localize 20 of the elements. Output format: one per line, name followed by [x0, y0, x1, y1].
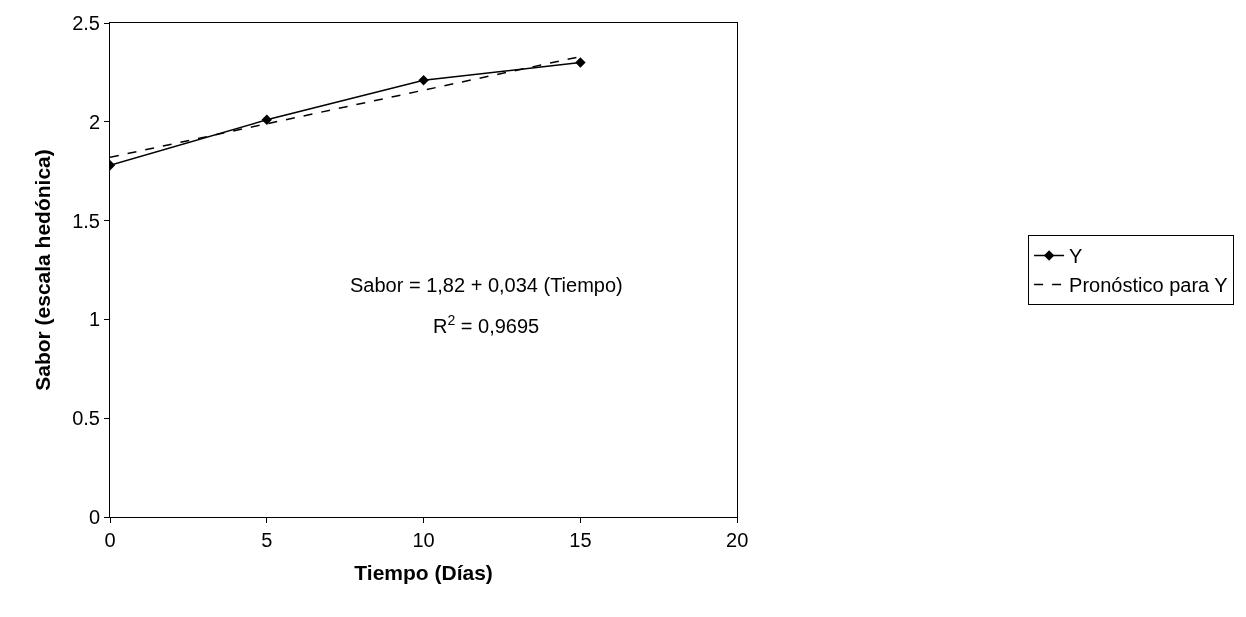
x-tick-label: 20 — [726, 529, 749, 551]
annotation: Sabor = 1,82 + 0,034 (Tiempo) — [350, 274, 623, 296]
point — [261, 114, 272, 126]
y-tick-label: 1.5 — [72, 209, 100, 232]
annotation: R$^{2}$ = 0,9695 — [433, 312, 540, 338]
y-tick-label: 1 — [88, 308, 100, 331]
y-axis-title: Sabor (escala hedónica) — [31, 149, 55, 391]
point — [418, 75, 429, 86]
legend-label: Y — [1069, 245, 1083, 268]
y-tick-label: 2.5 — [72, 12, 100, 34]
x-tick-label: 10 — [412, 529, 435, 551]
x-tick-label: 5 — [261, 529, 273, 551]
x-axis-title: Tiempo (Días) — [354, 561, 493, 585]
x-tick-label: 15 — [569, 529, 592, 551]
y-tick-label: 0 — [88, 506, 100, 528]
y-tick-label: 2 — [88, 110, 100, 133]
legend-label: Pronóstico para Y — [1069, 274, 1228, 297]
y-tick-label: 0.5 — [72, 407, 100, 430]
point — [575, 57, 586, 68]
x-tick-label: 0 — [104, 529, 116, 551]
